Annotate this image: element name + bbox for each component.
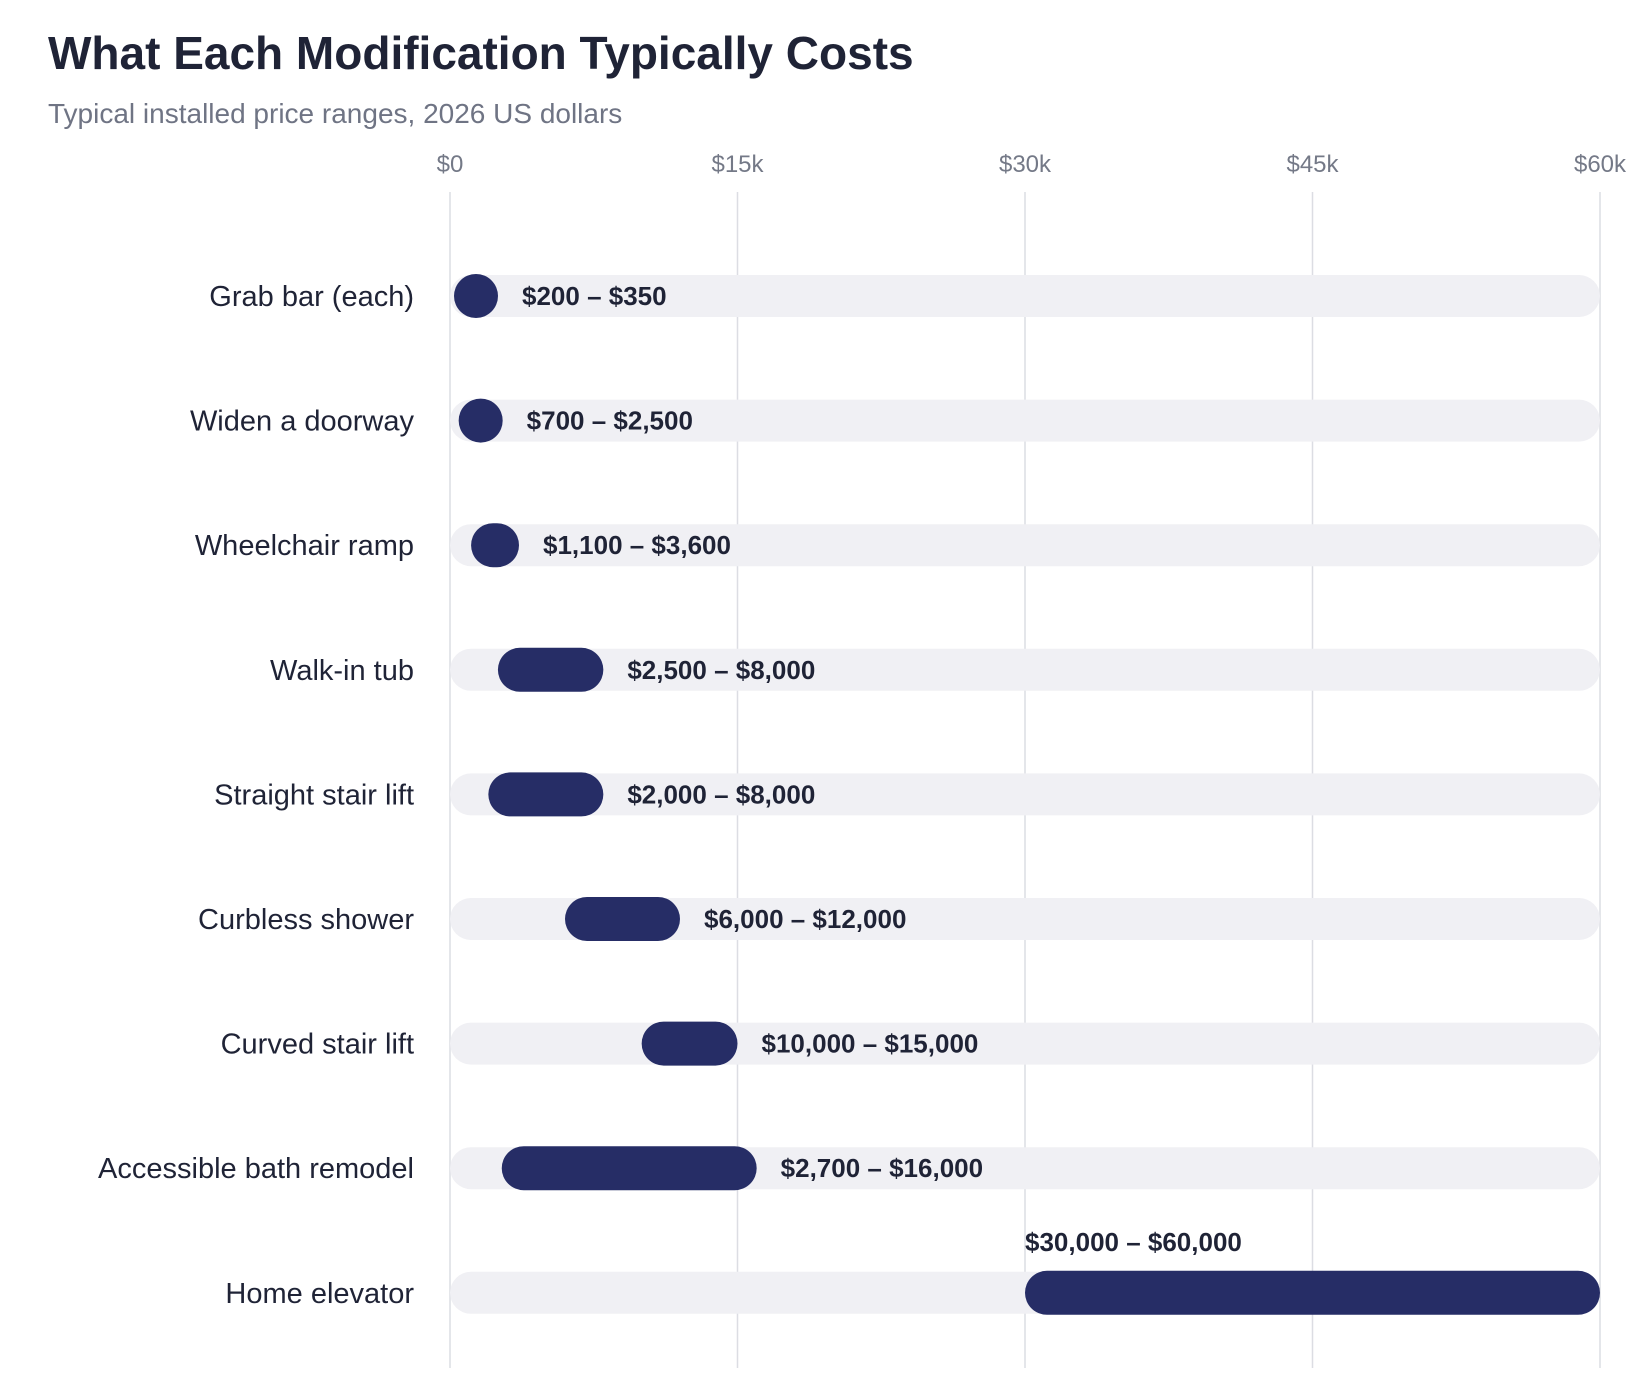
data-label: $10,000 – $15,000 (762, 1029, 979, 1059)
category-label: Curved stair lift (221, 1029, 414, 1061)
range-bar (458, 398, 503, 443)
data-label: $2,700 – $16,000 (781, 1153, 983, 1183)
bar-track (450, 1022, 1600, 1065)
x-tick-label: $45k (1286, 151, 1339, 178)
chart-subtitle: Typical installed price ranges, 2026 US … (48, 98, 623, 129)
x-tick-label: $0 (437, 151, 464, 178)
data-label: $700 – $2,500 (527, 406, 693, 436)
data-label: $2,000 – $8,000 (627, 779, 815, 809)
range-bar (497, 647, 604, 692)
x-tick-label: $60k (1574, 151, 1627, 178)
x-tick-label: $30k (999, 151, 1052, 178)
bar-track (450, 898, 1600, 940)
bar-track (450, 773, 1600, 816)
category-label: Home elevator (225, 1278, 414, 1310)
range-bar (565, 897, 680, 941)
category-label: Straight stair lift (214, 779, 414, 811)
data-label: $200 – $350 (522, 281, 667, 311)
data-label: $2,500 – $8,000 (627, 655, 815, 685)
category-label: Walk-in tub (270, 655, 414, 687)
category-label: Curbless shower (198, 904, 414, 936)
range-bar (471, 523, 519, 568)
bar-track (450, 275, 1600, 317)
bar-track (450, 399, 1600, 442)
range-bar (488, 772, 604, 817)
data-label: $30,000 – $60,000 (1025, 1227, 1242, 1257)
category-label: Grab bar (each) (209, 281, 414, 313)
category-label: Accessible bath remodel (98, 1153, 414, 1185)
x-tick-label: $15k (711, 151, 764, 178)
data-label: $1,100 – $3,600 (543, 530, 731, 560)
range-bar (641, 1021, 738, 1066)
data-label: $6,000 – $12,000 (704, 904, 906, 934)
bar-track (450, 648, 1600, 691)
category-label: Widen a doorway (190, 406, 415, 438)
range-bar (1025, 1270, 1600, 1315)
range-bar (501, 1146, 757, 1191)
chart-title: What Each Modification Typically Costs (48, 27, 914, 79)
bar-track (450, 524, 1600, 567)
range-bar (454, 274, 498, 318)
category-label: Wheelchair ramp (195, 530, 414, 562)
